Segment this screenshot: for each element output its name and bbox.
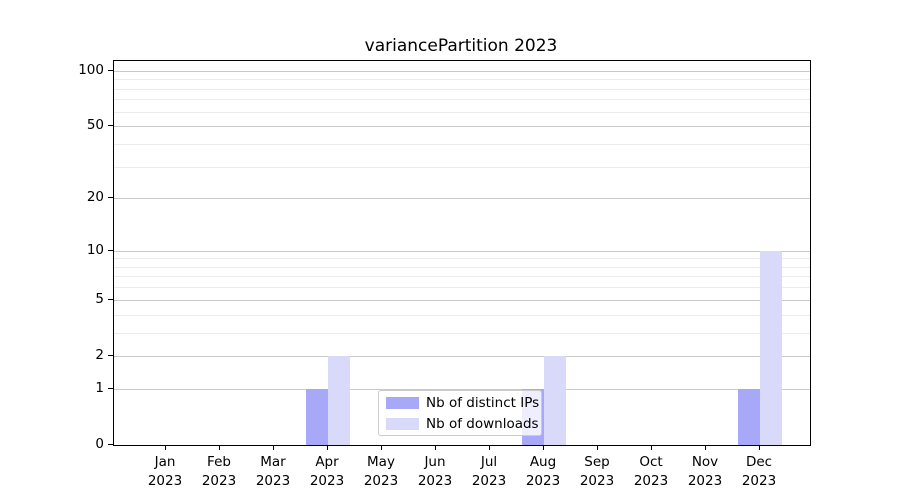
x-tick-month: Sep [584, 454, 610, 470]
x-tick-mark [489, 445, 491, 450]
legend-label-downloads: Nb of downloads [426, 415, 539, 432]
x-tick-mark [165, 445, 167, 450]
y-tick-mark [108, 197, 113, 199]
y-tick-label: 1 [95, 379, 104, 396]
major-gridline [114, 70, 810, 72]
legend: Nb of distinct IPs Nb of downloads [378, 390, 542, 436]
x-tick-label: Jul 2023 [459, 453, 519, 491]
x-tick-month: Jul [480, 454, 498, 470]
major-gridline [114, 388, 810, 390]
y-tick-mark [108, 354, 113, 357]
minor-gridline [114, 287, 810, 289]
x-tick-yearline: 2023 [363, 473, 399, 489]
x-tick-label: Aug 2023 [513, 453, 573, 491]
y-tick-mark [108, 298, 113, 300]
y-tick-mark [108, 444, 113, 446]
x-tick-month: Aug [529, 454, 557, 470]
x-tick-label: Feb 2023 [189, 453, 249, 491]
x-tick-mark [219, 445, 221, 450]
y-tick-label: 50 [86, 117, 104, 134]
x-tick-label: Jun 2023 [405, 453, 465, 491]
y-tick-label: 2 [95, 346, 104, 363]
y-tick-label: 100 [78, 61, 104, 78]
x-tick-mark [759, 445, 761, 450]
y-tick-mark [108, 125, 113, 127]
bar-distinct-ips-dec [738, 388, 760, 445]
major-gridline [114, 198, 810, 200]
plot-area: Nb of distinct IPs Nb of downloads [113, 60, 811, 446]
minor-gridline [114, 166, 810, 168]
x-tick-yearline: 2023 [579, 473, 615, 489]
x-tick-label: Jan 2023 [135, 453, 195, 491]
y-tick-label: 5 [95, 290, 104, 307]
x-tick-yearline: 2023 [201, 473, 237, 489]
x-tick-month: Apr [315, 454, 339, 470]
y-tick-label: 10 [86, 241, 104, 258]
x-tick-yearline: 2023 [741, 473, 777, 489]
x-tick-yearline: 2023 [471, 473, 507, 489]
x-tick-label: Dec 2023 [729, 453, 789, 491]
legend-swatch-downloads [386, 417, 419, 430]
x-tick-yearline: 2023 [147, 473, 183, 489]
legend-label-distinct-ips: Nb of distinct IPs [426, 394, 540, 411]
x-tick-yearline: 2023 [687, 473, 723, 489]
x-tick-month: Jan [154, 454, 176, 470]
minor-gridline [114, 88, 810, 90]
legend-swatch-distinct-ips [386, 396, 419, 409]
x-tick-mark [705, 445, 707, 450]
x-tick-yearline: 2023 [633, 473, 669, 489]
x-tick-label: Apr 2023 [297, 453, 357, 491]
minor-gridline [114, 314, 810, 316]
major-gridline [114, 126, 810, 128]
x-tick-label: Oct 2023 [621, 453, 681, 491]
minor-gridline [114, 276, 810, 278]
bar-distinct-ips-apr [306, 388, 328, 445]
chart-title: variancePartition 2023 [364, 36, 558, 56]
x-tick-month: Mar [260, 454, 286, 470]
x-tick-mark [273, 445, 275, 450]
x-tick-month: Feb [207, 454, 231, 470]
bar-downloads-dec [760, 250, 782, 445]
x-tick-label: Mar 2023 [243, 453, 303, 491]
x-tick-yearline: 2023 [525, 473, 561, 489]
major-gridline [114, 299, 810, 301]
x-tick-yearline: 2023 [309, 473, 345, 489]
x-tick-yearline: 2023 [417, 473, 453, 489]
x-tick-month: Dec [745, 454, 773, 470]
minor-gridline [114, 143, 810, 145]
x-tick-month: Oct [639, 454, 663, 470]
x-tick-mark [543, 445, 545, 450]
x-tick-mark [651, 445, 653, 450]
x-tick-label: Sep 2023 [567, 453, 627, 491]
bar-downloads-apr [328, 355, 350, 445]
y-tick-label: 0 [95, 436, 104, 452]
minor-gridline [114, 332, 810, 334]
x-tick-yearline: 2023 [255, 473, 291, 489]
major-gridline [114, 250, 810, 252]
x-tick-mark [381, 445, 383, 450]
major-gridline [114, 355, 810, 357]
legend-row-distinct-ips: Nb of distinct IPs [379, 394, 541, 411]
x-tick-month: Jun [424, 454, 446, 470]
y-tick-label: 20 [86, 189, 104, 206]
legend-row-downloads: Nb of downloads [379, 415, 541, 432]
x-tick-month: May [367, 454, 395, 470]
y-tick-mark [108, 249, 113, 251]
y-tick-mark [108, 387, 113, 389]
minor-gridline [114, 111, 810, 113]
x-tick-label: May 2023 [351, 453, 411, 491]
x-tick-mark [597, 445, 599, 450]
minor-gridline [114, 266, 810, 268]
minor-gridline [114, 258, 810, 260]
minor-gridline [114, 79, 810, 81]
x-tick-label: Nov 2023 [675, 453, 735, 491]
y-tick-mark [108, 69, 113, 71]
x-tick-mark [327, 445, 329, 450]
x-tick-month: Nov [691, 454, 719, 470]
x-tick-mark [435, 445, 437, 450]
minor-gridline [114, 99, 810, 101]
bar-downloads-aug [544, 355, 566, 445]
